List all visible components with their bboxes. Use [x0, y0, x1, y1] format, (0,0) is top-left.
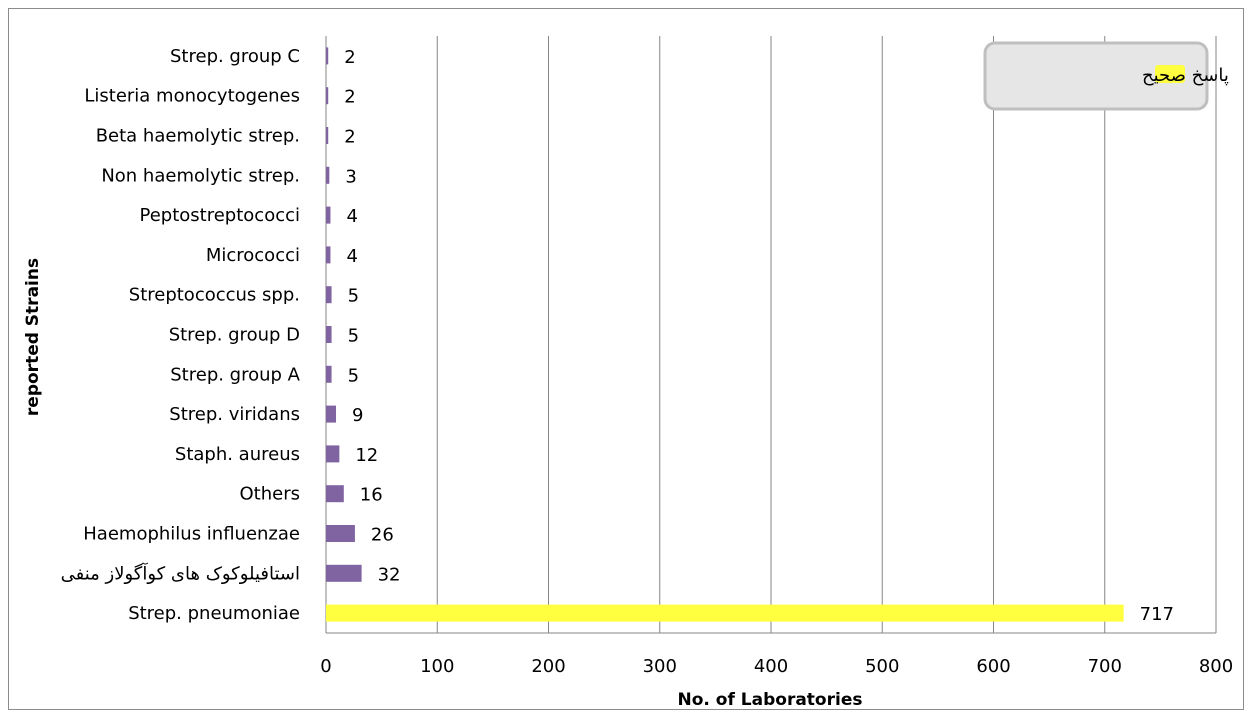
labels: 0 100 200 300 400 500 600 700 800 Strep. group C 2… [61, 46, 1234, 677]
gridlines [325, 36, 1217, 634]
bar-5 [326, 206, 331, 224]
legend-swatch [1155, 65, 1185, 83]
chart-frame [8, 8, 1244, 710]
data-label-6: 4 [346, 246, 357, 267]
category-label-2: Listeria monocytogenes [84, 86, 300, 107]
category-label-12: Others [240, 484, 301, 505]
category-label-7: Streptococcus spp. [129, 285, 300, 306]
data-label-4: 3 [345, 166, 356, 187]
bar-12 [326, 485, 344, 503]
x-tick-label-200: 200 [531, 656, 565, 677]
x-tick-label-300: 300 [643, 656, 677, 677]
bar-7 [326, 286, 332, 304]
x-axis-title: No. of Laboratories [678, 690, 863, 710]
category-label-8: Strep. group D [169, 325, 300, 346]
bar-13 [326, 525, 355, 542]
data-label-13: 26 [371, 525, 394, 546]
legend: پاسخ صحیح [983, 41, 1229, 111]
data-label-14: 32 [378, 564, 401, 585]
category-label-1: Strep. group C [170, 46, 300, 67]
x-tick-label-600: 600 [976, 656, 1010, 677]
category-label-3: Beta haemolytic strep. [96, 126, 300, 147]
x-tick-label-400: 400 [754, 656, 788, 677]
bar-6 [326, 246, 331, 264]
legend-label: پاسخ صحیح [1142, 65, 1229, 86]
bar-11 [326, 445, 340, 463]
data-label-5: 4 [346, 206, 357, 227]
y-axis-title: reported Strains [23, 258, 43, 416]
data-label-3: 2 [344, 127, 355, 148]
legend-box [983, 41, 1209, 111]
x-tick-label-800: 800 [1199, 656, 1233, 677]
bar-3 [326, 127, 329, 144]
category-label-9: Strep. group A [170, 364, 300, 385]
data-label-2: 2 [344, 87, 355, 108]
x-tick-label-500: 500 [865, 656, 899, 677]
data-label-9: 5 [348, 365, 359, 386]
category-label-5: Peptostreptococci [140, 205, 301, 226]
category-label-10: Strep. viridans [169, 404, 300, 425]
bar-1 [326, 47, 329, 65]
category-label-6: Micrococci [206, 245, 300, 266]
bar-9 [326, 365, 332, 383]
bar-4 [326, 166, 330, 184]
bar-14 [326, 564, 362, 582]
x-tick-label-700: 700 [1088, 656, 1122, 677]
category-label-15: Strep. pneumoniae [128, 603, 300, 624]
data-label-15: 717 [1140, 604, 1174, 625]
category-label-13: Haemophilus influenzae [83, 524, 300, 545]
category-label-4: Non haemolytic strep. [101, 165, 300, 186]
bar-10 [326, 405, 337, 423]
bar-8 [326, 326, 332, 343]
bars [326, 47, 1124, 622]
bar-2 [326, 87, 329, 105]
data-label-10: 9 [352, 405, 363, 426]
x-tick-label-100: 100 [420, 656, 454, 677]
category-label-11: Staph. aureus [175, 444, 300, 465]
data-label-12: 16 [360, 485, 383, 506]
x-tick-label-0: 0 [320, 656, 331, 677]
data-label-11: 12 [355, 445, 378, 466]
data-label-8: 5 [348, 326, 359, 347]
data-label-7: 5 [348, 286, 359, 307]
bar-15 [326, 604, 1124, 622]
category-label-14: استافیلوکوک های کوآگولاز منفی [61, 561, 300, 584]
data-label-1: 2 [344, 47, 355, 68]
